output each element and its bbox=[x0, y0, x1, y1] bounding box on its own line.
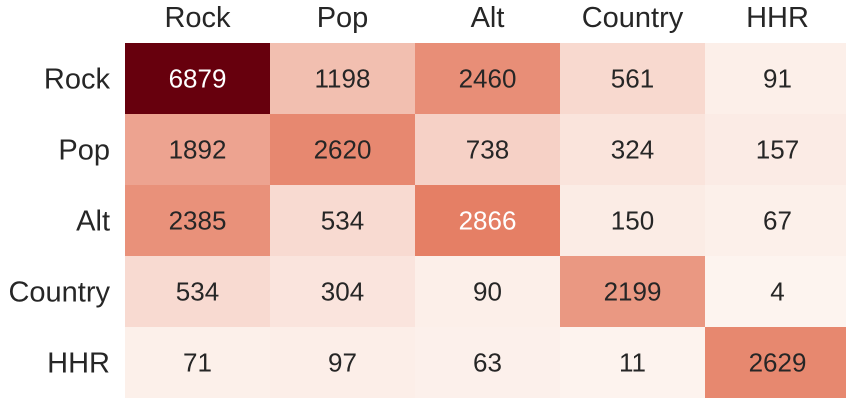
cell-value-label: 304 bbox=[321, 277, 364, 307]
cell-value-label: 91 bbox=[763, 64, 792, 94]
cell-value-label: 1198 bbox=[315, 64, 371, 94]
heatmap-cell bbox=[270, 43, 415, 114]
cell-value-label: 150 bbox=[611, 206, 654, 236]
heatmap-cell bbox=[415, 327, 560, 398]
row-label-pop: Pop bbox=[58, 135, 110, 167]
heatmap-cells: 6879 1198 2460 561 91 1892 2620 738 324 157 2385 53… bbox=[125, 43, 846, 398]
cell-value-label: 97 bbox=[328, 348, 357, 378]
heatmap-cell bbox=[705, 327, 846, 398]
cell-value-label: 2460 bbox=[459, 64, 517, 94]
cell-value-label: 1892 bbox=[169, 135, 227, 165]
cell-value-label: 11 bbox=[619, 348, 646, 378]
heatmap-cell bbox=[560, 256, 705, 327]
heatmap-cell bbox=[415, 185, 560, 256]
row-labels: Rock Pop Alt Country HHR bbox=[8, 64, 110, 380]
heatmap-cell bbox=[705, 256, 846, 327]
column-label-pop: Pop bbox=[317, 2, 369, 34]
cell-value-label: 738 bbox=[466, 135, 509, 165]
row-label-alt: Alt bbox=[76, 206, 110, 238]
cell-value-label: 6879 bbox=[169, 64, 227, 94]
cell-value-label: 2385 bbox=[169, 206, 227, 236]
heatmap-cell bbox=[705, 114, 846, 185]
column-label-hhr: HHR bbox=[746, 2, 809, 34]
cell-value-label: 561 bbox=[611, 64, 654, 94]
cell-value-label: 71 bbox=[183, 348, 212, 378]
cell-value-label: 2866 bbox=[459, 206, 517, 236]
column-label-country: Country bbox=[582, 2, 684, 34]
row-label-hhr: HHR bbox=[47, 348, 110, 380]
row-label-rock: Rock bbox=[44, 64, 111, 96]
heatmap-cell bbox=[560, 43, 705, 114]
cell-value-label: 90 bbox=[473, 277, 502, 307]
column-label-rock: Rock bbox=[164, 2, 231, 34]
heatmap-cell bbox=[125, 256, 270, 327]
heatmap-cell bbox=[270, 114, 415, 185]
heatmap-cell bbox=[415, 114, 560, 185]
cell-value-label: 534 bbox=[321, 206, 364, 236]
heatmap-cell bbox=[560, 114, 705, 185]
heatmap-cell bbox=[415, 256, 560, 327]
cell-value-label: 63 bbox=[473, 348, 502, 378]
cell-value-label: 67 bbox=[763, 206, 792, 236]
heatmap-cell bbox=[125, 327, 270, 398]
heatmap-cell bbox=[560, 185, 705, 256]
cell-value-label: 2199 bbox=[604, 277, 662, 307]
heatmap-cell bbox=[125, 114, 270, 185]
heatmap-cell bbox=[560, 327, 705, 398]
heatmap-cell bbox=[270, 256, 415, 327]
heatmap-cell bbox=[415, 43, 560, 114]
cell-value-label: 2629 bbox=[749, 348, 807, 378]
cell-value-label: 534 bbox=[176, 277, 219, 307]
heatmap-cell bbox=[125, 185, 270, 256]
column-labels: Rock Pop Alt Country HHR bbox=[164, 2, 808, 34]
row-label-country: Country bbox=[8, 277, 110, 309]
cell-value-label: 2620 bbox=[314, 135, 372, 165]
heatmap-cell bbox=[125, 43, 270, 114]
heatmap-cell bbox=[270, 185, 415, 256]
cell-value-label: 157 bbox=[756, 135, 799, 165]
column-label-alt: Alt bbox=[471, 2, 505, 34]
heatmap-cell bbox=[270, 327, 415, 398]
cell-value-label: 324 bbox=[611, 135, 654, 165]
heatmap-cell bbox=[705, 43, 846, 114]
cell-value-label: 4 bbox=[770, 277, 784, 307]
heatmap-cell bbox=[705, 185, 846, 256]
